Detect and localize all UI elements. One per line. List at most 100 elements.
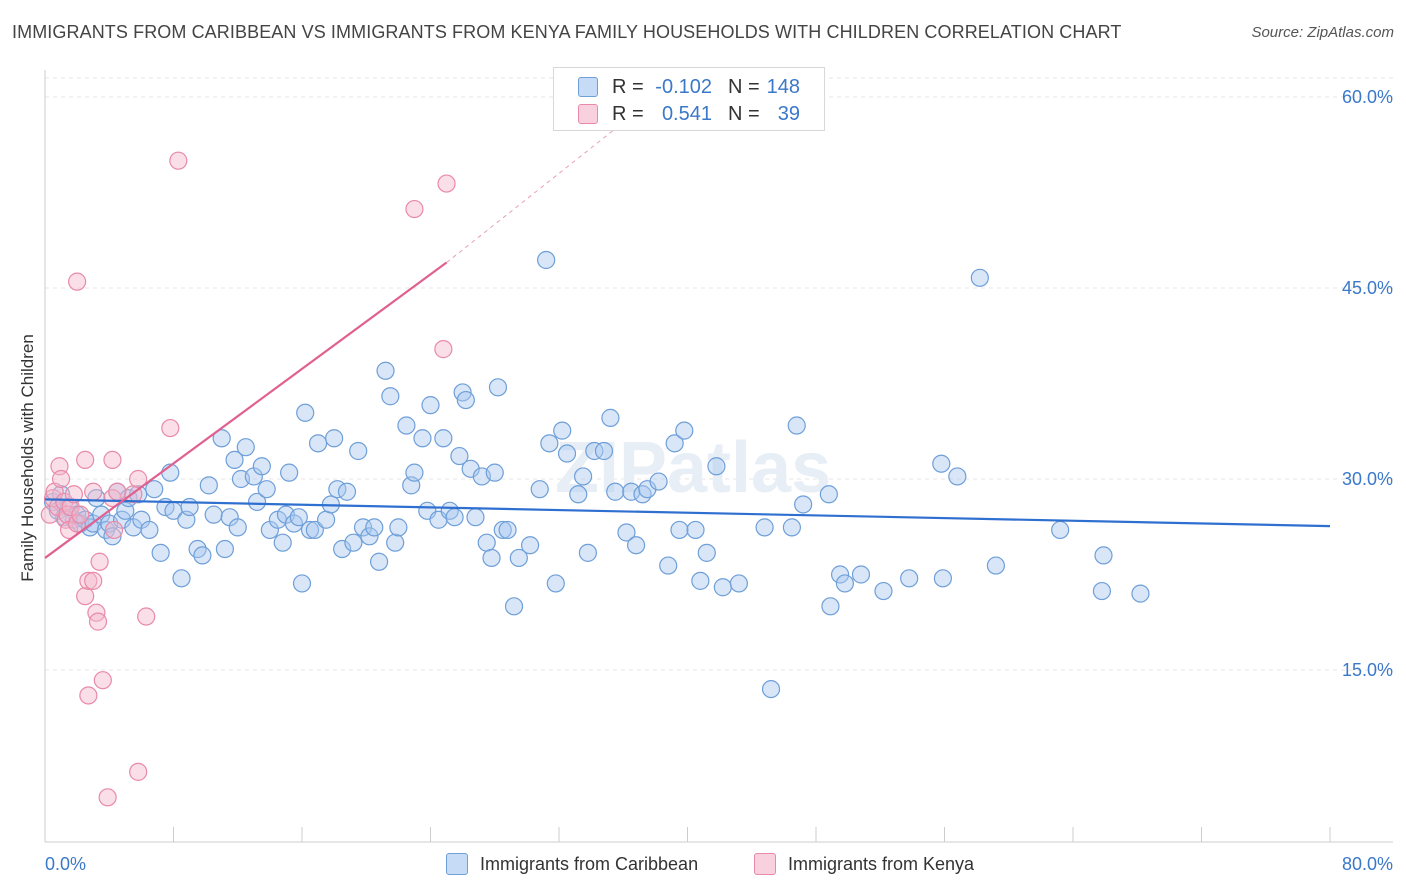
kenya-trend-line bbox=[44, 261, 448, 559]
kenya-point bbox=[88, 612, 108, 631]
caribbean-point bbox=[665, 434, 684, 453]
kenya-point bbox=[434, 340, 453, 359]
caribbean-point bbox=[370, 552, 389, 571]
r-value: 0.541 bbox=[661, 102, 712, 125]
caribbean-point bbox=[376, 361, 395, 380]
caribbean-point bbox=[819, 485, 838, 504]
y-axis-label: Family Households with Children bbox=[18, 334, 37, 582]
caribbean-point bbox=[557, 444, 577, 463]
caribbean-point bbox=[606, 482, 625, 501]
caribbean-point bbox=[247, 492, 267, 512]
caribbean-point bbox=[794, 495, 813, 514]
caribbean-point bbox=[292, 574, 312, 593]
source-label: Source: ZipAtlas.com bbox=[1251, 24, 1394, 41]
n-value: 39 bbox=[777, 102, 800, 125]
caribbean-point bbox=[713, 578, 732, 597]
bottom-legend-label-kenya: Immigrants from Kenya bbox=[788, 853, 975, 874]
bottom-legend-label-caribbean: Immigrants from Caribbean bbox=[480, 853, 699, 874]
kenya-point bbox=[76, 587, 95, 606]
caribbean-point bbox=[601, 408, 620, 427]
caribbean-point bbox=[986, 556, 1006, 575]
kenya-point bbox=[98, 788, 117, 807]
caribbean-point bbox=[553, 421, 572, 440]
caribbean-point bbox=[585, 441, 604, 461]
caribbean-point bbox=[445, 508, 464, 527]
caribbean-point bbox=[649, 472, 668, 491]
n-label: N = bbox=[728, 102, 760, 125]
caribbean-point bbox=[204, 505, 223, 524]
x-tick-label: 80.0% bbox=[1342, 854, 1393, 874]
caribbean-point bbox=[151, 543, 170, 562]
caribbean-point bbox=[225, 450, 244, 469]
caribbean-point bbox=[193, 546, 212, 565]
caribbean-point bbox=[530, 480, 549, 499]
caribbean-point bbox=[257, 480, 276, 499]
caribbean-point bbox=[421, 396, 440, 415]
caribbean-point bbox=[466, 508, 485, 527]
kenya-point bbox=[79, 571, 98, 590]
caribbean-point bbox=[344, 533, 363, 552]
y-tick-label: 15.0% bbox=[1342, 660, 1393, 680]
caribbean-point bbox=[573, 467, 593, 486]
caribbean-point bbox=[365, 518, 384, 537]
caribbean-point bbox=[504, 597, 524, 616]
caribbean-point bbox=[933, 569, 952, 588]
caribbean-point bbox=[546, 574, 565, 593]
caribbean-point bbox=[569, 485, 588, 504]
caribbean-point bbox=[697, 543, 716, 562]
stats-legend: R = -0.102 N = 148 R = 0.541 N = 39 bbox=[553, 67, 825, 131]
caribbean-point bbox=[296, 403, 315, 422]
legend-swatch-kenya bbox=[578, 104, 598, 124]
kenya-point bbox=[84, 482, 103, 501]
caribbean-point bbox=[707, 457, 726, 476]
caribbean-point bbox=[578, 543, 598, 562]
caribbean-point bbox=[381, 387, 400, 406]
caribbean-point bbox=[389, 518, 408, 537]
kenya-point bbox=[104, 520, 124, 540]
kenya-point bbox=[90, 552, 109, 571]
kenya-point bbox=[79, 686, 98, 705]
kenya-point bbox=[43, 489, 63, 508]
caribbean-point bbox=[280, 463, 299, 482]
y-tick-label: 60.0% bbox=[1342, 87, 1393, 107]
caribbean-point bbox=[540, 434, 559, 453]
r-label: R = bbox=[612, 102, 644, 125]
caribbean-point bbox=[594, 441, 614, 461]
legend-swatch-caribbean bbox=[578, 77, 598, 97]
caribbean-point bbox=[520, 536, 540, 555]
caribbean-point bbox=[252, 457, 271, 476]
caribbean-point bbox=[1131, 584, 1150, 603]
legend-row-caribbean: R = -0.102 N = 148 bbox=[578, 75, 800, 99]
r-value: -0.102 bbox=[655, 75, 712, 98]
caribbean-point bbox=[782, 518, 802, 537]
caribbean-point bbox=[215, 539, 234, 559]
caribbean-point bbox=[273, 533, 292, 552]
kenya-point bbox=[161, 418, 180, 438]
caribbean-point bbox=[450, 446, 469, 466]
bottom-legend-swatch-caribbean bbox=[446, 853, 468, 875]
kenya-point bbox=[405, 199, 424, 219]
legend-row-kenya: R = 0.541 N = 39 bbox=[578, 102, 800, 126]
caribbean-point bbox=[970, 268, 989, 287]
caribbean-point bbox=[456, 390, 475, 410]
caribbean-point bbox=[787, 416, 806, 435]
caribbean-point bbox=[686, 520, 705, 540]
kenya-point bbox=[103, 450, 122, 469]
caribbean-point bbox=[537, 250, 556, 270]
caribbean-point bbox=[761, 679, 781, 699]
kenya-point bbox=[108, 482, 127, 501]
caribbean-point bbox=[172, 569, 191, 588]
caribbean-point bbox=[145, 480, 164, 499]
caribbean-point bbox=[830, 565, 850, 584]
caribbean-point bbox=[386, 533, 405, 552]
caribbean-point bbox=[1051, 520, 1070, 540]
caribbean-point bbox=[755, 518, 774, 537]
caribbean-point bbox=[729, 574, 749, 593]
caribbean-point bbox=[932, 454, 951, 473]
caribbean-point bbox=[1094, 546, 1113, 565]
n-label: N = bbox=[728, 75, 760, 98]
caribbean-point bbox=[212, 429, 231, 448]
y-tick-label: 45.0% bbox=[1342, 278, 1393, 298]
caribbean-point bbox=[405, 463, 424, 482]
caribbean-point bbox=[948, 467, 967, 486]
